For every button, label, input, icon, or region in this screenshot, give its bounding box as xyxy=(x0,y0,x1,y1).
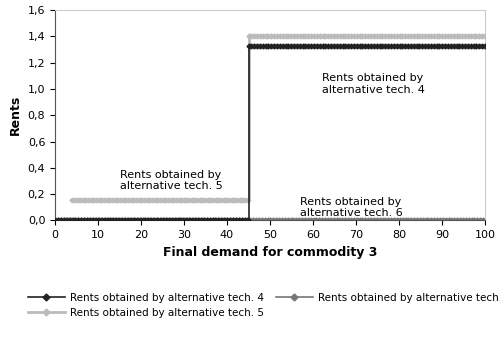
Rents obtained by alternative tech. 5 xyxy=(472,35,478,39)
Legend: Rents obtained by alternative tech. 4, Rents obtained by alternative tech. 5, Re: Rents obtained by alternative tech. 4, R… xyxy=(24,288,500,323)
Text: Rents obtained by
alternative tech. 6: Rents obtained by alternative tech. 6 xyxy=(300,197,403,218)
Rents obtained by alternative tech. 4 xyxy=(472,44,478,48)
Y-axis label: Rents: Rents xyxy=(9,95,22,135)
Line: Rents obtained by alternative tech. 5: Rents obtained by alternative tech. 5 xyxy=(247,35,486,38)
Rents obtained by alternative tech. 6 xyxy=(476,218,482,222)
Rents obtained by alternative tech. 6 xyxy=(363,218,369,222)
Rents obtained by alternative tech. 5 xyxy=(482,35,488,39)
Rents obtained by alternative tech. 5 xyxy=(284,35,290,39)
Rents obtained by alternative tech. 4 xyxy=(382,44,388,48)
Rents obtained by alternative tech. 6 xyxy=(124,218,130,222)
Rents obtained by alternative tech. 5 xyxy=(344,35,349,39)
Rents obtained by alternative tech. 5 xyxy=(382,35,388,39)
Rents obtained by alternative tech. 5 xyxy=(409,35,415,39)
Rents obtained by alternative tech. 6 xyxy=(464,218,470,222)
Rents obtained by alternative tech. 6 xyxy=(482,218,488,222)
Rents obtained by alternative tech. 4 xyxy=(246,44,252,48)
Rents obtained by alternative tech. 4 xyxy=(340,44,346,48)
Line: Rents obtained by alternative tech. 4: Rents obtained by alternative tech. 4 xyxy=(247,44,486,48)
Rents obtained by alternative tech. 4 xyxy=(284,44,290,48)
Line: Rents obtained by alternative tech. 6: Rents obtained by alternative tech. 6 xyxy=(54,218,486,221)
Text: Rents obtained by
alternative tech. 5: Rents obtained by alternative tech. 5 xyxy=(120,170,222,192)
Rents obtained by alternative tech. 6 xyxy=(52,218,58,222)
Rents obtained by alternative tech. 5 xyxy=(246,35,252,39)
Rents obtained by alternative tech. 6 xyxy=(294,218,300,222)
Rents obtained by alternative tech. 4 xyxy=(409,44,415,48)
X-axis label: Final demand for commodity 3: Final demand for commodity 3 xyxy=(163,246,377,259)
Rents obtained by alternative tech. 4 xyxy=(344,44,349,48)
Rents obtained by alternative tech. 6 xyxy=(100,218,106,222)
Rents obtained by alternative tech. 4 xyxy=(482,44,488,48)
Rents obtained by alternative tech. 5 xyxy=(340,35,346,39)
Text: Rents obtained by
alternative tech. 4: Rents obtained by alternative tech. 4 xyxy=(322,73,424,95)
